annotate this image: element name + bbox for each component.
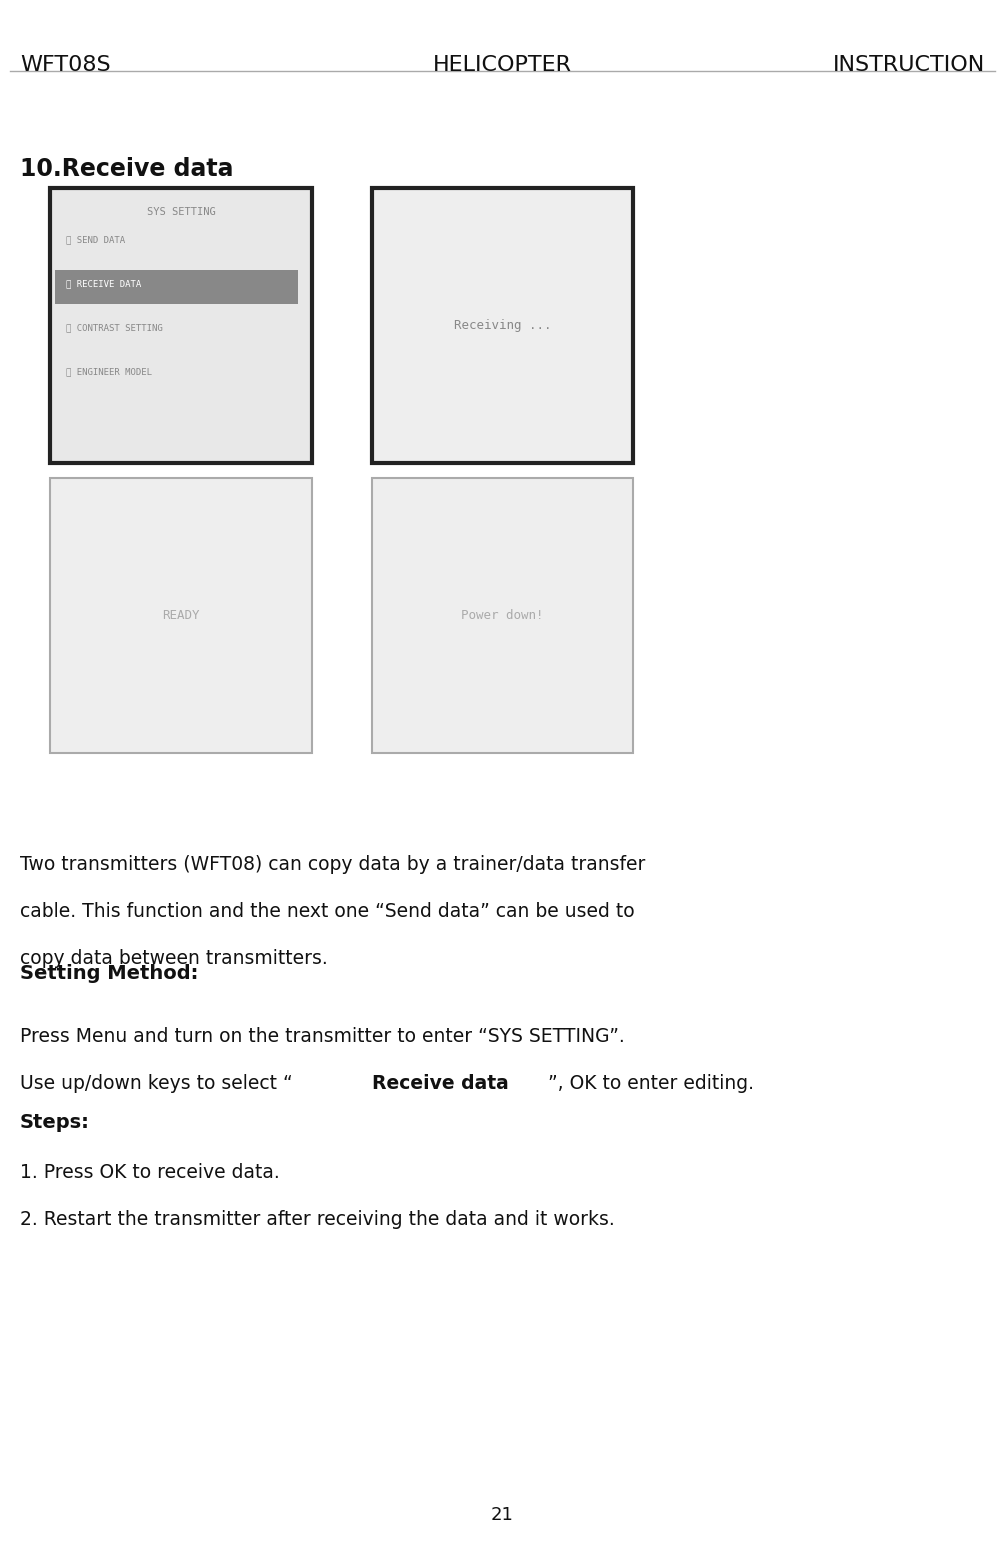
- Text: READY: READY: [162, 608, 200, 622]
- Text: Receiving ...: Receiving ...: [453, 318, 552, 332]
- Text: 21: 21: [491, 1507, 514, 1524]
- Text: Receive data: Receive data: [372, 1074, 509, 1093]
- Text: ② RECEIVE DATA: ② RECEIVE DATA: [66, 279, 142, 289]
- Text: INSTRUCTION: INSTRUCTION: [833, 55, 985, 75]
- Text: WFT08S: WFT08S: [20, 55, 111, 75]
- Text: ③ CONTRAST SETTING: ③ CONTRAST SETTING: [66, 323, 163, 332]
- Text: SYS SETTING: SYS SETTING: [147, 207, 215, 216]
- Text: Two transmitters (WFT08) can copy data by a trainer/data transfer: Two transmitters (WFT08) can copy data b…: [20, 855, 645, 873]
- Text: 2. Restart the transmitter after receiving the data and it works.: 2. Restart the transmitter after receivi…: [20, 1210, 615, 1229]
- Text: Use up/down keys to select “: Use up/down keys to select “: [20, 1074, 292, 1093]
- Text: Power down!: Power down!: [461, 608, 544, 622]
- Text: ”, OK to enter editing.: ”, OK to enter editing.: [549, 1074, 755, 1093]
- FancyBboxPatch shape: [55, 270, 298, 304]
- FancyBboxPatch shape: [50, 188, 312, 463]
- Text: Setting Method:: Setting Method:: [20, 964, 198, 983]
- Text: 10.Receive data: 10.Receive data: [20, 157, 233, 180]
- Text: copy data between transmitters.: copy data between transmitters.: [20, 949, 328, 967]
- Text: ① SEND DATA: ① SEND DATA: [66, 235, 126, 245]
- FancyBboxPatch shape: [372, 478, 633, 753]
- Text: Press Menu and turn on the transmitter to enter “SYS SETTING”.: Press Menu and turn on the transmitter t…: [20, 1027, 625, 1046]
- Text: cable. This function and the next one “Send data” can be used to: cable. This function and the next one “S…: [20, 902, 635, 920]
- FancyBboxPatch shape: [372, 188, 633, 463]
- Text: 1. Press OK to receive data.: 1. Press OK to receive data.: [20, 1163, 279, 1182]
- Text: Steps:: Steps:: [20, 1113, 90, 1132]
- Text: HELICOPTER: HELICOPTER: [433, 55, 572, 75]
- FancyBboxPatch shape: [50, 478, 312, 753]
- Text: ④ ENGINEER MODEL: ④ ENGINEER MODEL: [66, 367, 153, 376]
